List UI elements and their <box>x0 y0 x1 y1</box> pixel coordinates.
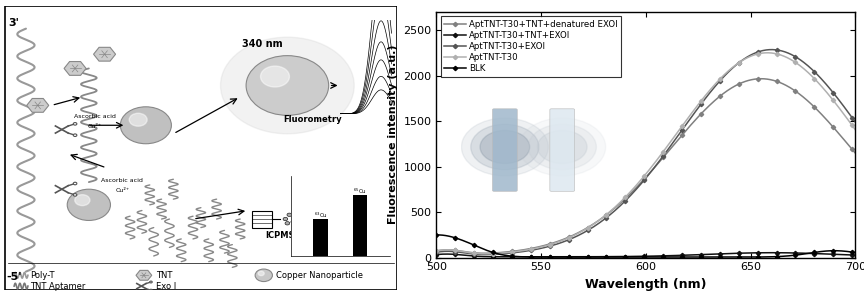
AptTNT-T30+EXOI <box>850 120 861 124</box>
Circle shape <box>283 217 288 221</box>
Text: TNT Aptamer: TNT Aptamer <box>30 281 86 291</box>
AptTNT-T30+TNT+EXOI <box>850 253 861 257</box>
Circle shape <box>255 269 272 281</box>
AptTNT-T30+TNT+denatured EXOI <box>734 82 745 85</box>
Text: Fluorometry: Fluorometry <box>283 115 342 124</box>
Circle shape <box>75 195 90 206</box>
AptTNT-T30 <box>734 60 745 64</box>
Text: Copper Nanoparticle: Copper Nanoparticle <box>276 271 363 280</box>
AptTNT-T30+TNT+denatured EXOI <box>480 252 490 255</box>
AptTNT-T30 <box>431 249 442 253</box>
AptTNT-T30+TNT+EXOI <box>737 251 747 255</box>
BLK <box>697 255 708 259</box>
AptTNT-T30 <box>696 99 706 103</box>
Circle shape <box>291 220 295 223</box>
AptTNT-T30+EXOI <box>480 253 490 256</box>
Line: BLK: BLK <box>435 234 857 259</box>
BLK <box>736 255 746 259</box>
AptTNT-T30+EXOI <box>598 218 608 222</box>
BLK <box>598 255 608 259</box>
Polygon shape <box>136 270 152 280</box>
Text: ICPMS: ICPMS <box>264 231 295 239</box>
AptTNT-T30+TNT+denatured EXOI <box>756 77 766 81</box>
X-axis label: Wavelength (nm): Wavelength (nm) <box>585 278 707 291</box>
FancyBboxPatch shape <box>5 7 397 289</box>
AptTNT-T30 <box>569 234 579 237</box>
AptTNT-T30+TNT+EXOI <box>598 255 608 258</box>
AptTNT-T30+TNT+denatured EXOI <box>696 112 706 116</box>
AptTNT-T30+EXOI <box>431 250 442 254</box>
Text: 3': 3' <box>9 18 19 28</box>
BLK <box>483 249 493 252</box>
Legend: AptTNT-T30+TNT+denatured EXOI, AptTNT-T30+TNT+EXOI, AptTNT-T30+EXOI, AptTNT-T30,: AptTNT-T30+TNT+denatured EXOI, AptTNT-T3… <box>441 16 621 77</box>
AptTNT-T30+TNT+denatured EXOI <box>737 81 747 84</box>
BLK <box>738 255 748 259</box>
AptTNT-T30+EXOI <box>696 102 706 106</box>
AptTNT-T30+TNT+EXOI <box>481 255 492 258</box>
Text: TNT: TNT <box>156 271 172 280</box>
Circle shape <box>73 123 77 125</box>
AptTNT-T30+EXOI <box>737 59 747 62</box>
Line: AptTNT-T30+TNT+EXOI: AptTNT-T30+TNT+EXOI <box>435 251 857 258</box>
AptTNT-T30+TNT+EXOI <box>431 253 442 256</box>
BLK <box>431 233 442 237</box>
Text: Exo I: Exo I <box>156 281 176 291</box>
Text: Cu²⁺: Cu²⁺ <box>87 124 102 129</box>
Line: AptTNT-T30+TNT+denatured EXOI: AptTNT-T30+TNT+denatured EXOI <box>435 77 857 255</box>
Circle shape <box>220 37 354 134</box>
AptTNT-T30+TNT+denatured EXOI <box>483 251 493 255</box>
Circle shape <box>258 271 264 276</box>
AptTNT-T30+TNT+denatured EXOI <box>569 233 579 237</box>
Y-axis label: Fluorescence intensity (a.u.): Fluorescence intensity (a.u.) <box>388 45 397 224</box>
AptTNT-T30 <box>737 59 747 62</box>
Circle shape <box>73 194 77 196</box>
Text: -5': -5' <box>6 272 22 282</box>
AptTNT-T30 <box>850 128 861 131</box>
Polygon shape <box>64 62 86 75</box>
BLK <box>433 233 443 237</box>
Text: Cu²⁺: Cu²⁺ <box>115 188 130 193</box>
Circle shape <box>287 213 292 216</box>
Polygon shape <box>27 99 48 112</box>
AptTNT-T30+TNT+denatured EXOI <box>850 151 861 155</box>
AptTNT-T30 <box>483 252 493 255</box>
Circle shape <box>285 222 289 225</box>
AptTNT-T30+TNT+EXOI <box>513 255 524 259</box>
AptTNT-T30+TNT+EXOI <box>766 251 777 255</box>
BLK <box>631 255 641 259</box>
AptTNT-T30 <box>762 51 772 54</box>
Circle shape <box>149 281 152 283</box>
AptTNT-T30 <box>480 252 491 255</box>
Text: Ascorbic acid: Ascorbic acid <box>73 114 116 119</box>
Line: AptTNT-T30: AptTNT-T30 <box>435 51 857 255</box>
AptTNT-T30+TNT+EXOI <box>569 255 579 258</box>
Text: 340 nm: 340 nm <box>242 39 283 49</box>
AptTNT-T30+TNT+EXOI <box>734 251 745 255</box>
BLK <box>569 255 579 259</box>
AptTNT-T30+EXOI <box>483 253 493 256</box>
Text: Ascorbic acid: Ascorbic acid <box>101 178 143 183</box>
Circle shape <box>261 66 289 87</box>
AptTNT-T30+TNT+denatured EXOI <box>431 249 442 253</box>
Line: AptTNT-T30+EXOI: AptTNT-T30+EXOI <box>435 48 857 256</box>
Circle shape <box>120 107 171 144</box>
Circle shape <box>149 289 152 291</box>
Text: Poly-T: Poly-T <box>30 271 54 280</box>
Polygon shape <box>93 47 116 61</box>
BLK <box>850 251 861 254</box>
AptTNT-T30 <box>598 215 608 219</box>
AptTNT-T30+EXOI <box>734 60 745 64</box>
Circle shape <box>67 189 111 221</box>
AptTNT-T30+TNT+EXOI <box>696 253 706 256</box>
AptTNT-T30+EXOI <box>766 48 777 52</box>
Circle shape <box>73 182 77 185</box>
Circle shape <box>130 113 147 126</box>
Bar <box>252 210 271 228</box>
Circle shape <box>246 56 328 115</box>
Circle shape <box>73 134 77 136</box>
AptTNT-T30+TNT+denatured EXOI <box>598 215 608 219</box>
AptTNT-T30+EXOI <box>569 236 579 239</box>
